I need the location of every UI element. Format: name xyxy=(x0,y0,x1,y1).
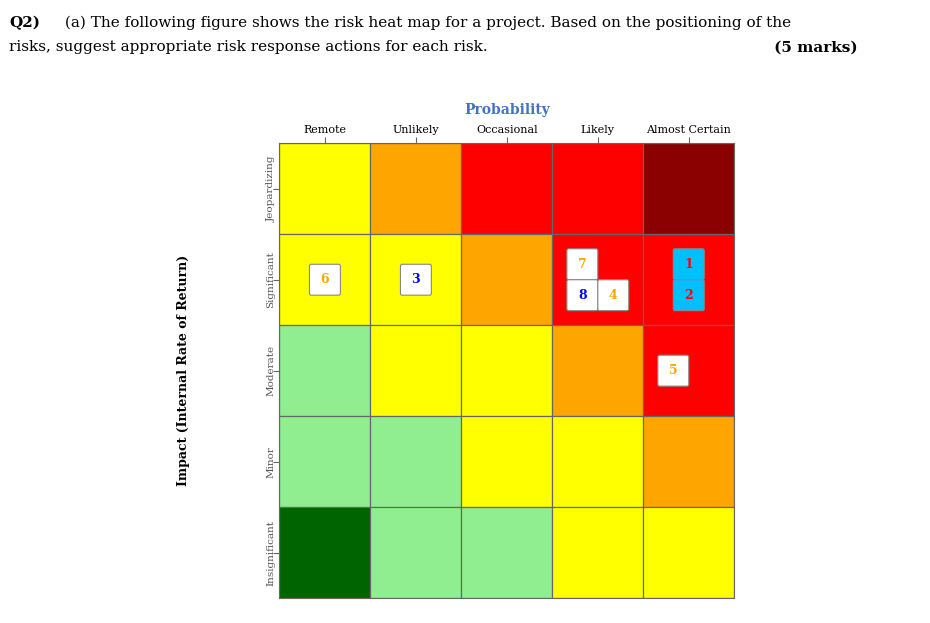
Bar xyxy=(370,234,461,325)
Text: 2: 2 xyxy=(684,288,693,302)
Text: (a) The following figure shows the risk heat map for a project. Based on the pos: (a) The following figure shows the risk … xyxy=(60,16,791,30)
Bar xyxy=(279,143,370,234)
Bar xyxy=(552,325,644,416)
Y-axis label: Impact (Internal Rate of Return): Impact (Internal Rate of Return) xyxy=(178,255,191,487)
Text: 4: 4 xyxy=(609,288,618,302)
X-axis label: Probability: Probability xyxy=(464,103,550,117)
FancyBboxPatch shape xyxy=(673,249,704,280)
Bar xyxy=(279,234,370,325)
FancyBboxPatch shape xyxy=(598,280,629,311)
Bar xyxy=(461,143,552,234)
Bar xyxy=(461,507,552,598)
Text: 1: 1 xyxy=(684,258,693,271)
Bar xyxy=(644,325,735,416)
Text: 5: 5 xyxy=(669,364,678,377)
FancyBboxPatch shape xyxy=(310,264,340,295)
Bar xyxy=(461,416,552,507)
FancyBboxPatch shape xyxy=(673,280,704,311)
Bar xyxy=(644,234,735,325)
Text: 6: 6 xyxy=(321,273,329,286)
FancyBboxPatch shape xyxy=(658,355,689,386)
Bar xyxy=(552,416,644,507)
FancyBboxPatch shape xyxy=(567,249,598,280)
Bar xyxy=(370,416,461,507)
Bar xyxy=(370,507,461,598)
Bar xyxy=(370,325,461,416)
Bar xyxy=(644,416,735,507)
Bar xyxy=(552,507,644,598)
Bar xyxy=(461,325,552,416)
Bar xyxy=(644,507,735,598)
Bar xyxy=(279,416,370,507)
Bar xyxy=(279,507,370,598)
Bar xyxy=(461,234,552,325)
Bar xyxy=(279,325,370,416)
Text: risks, suggest appropriate risk response actions for each risk.: risks, suggest appropriate risk response… xyxy=(9,40,488,54)
Text: 3: 3 xyxy=(412,273,420,286)
Text: Q2): Q2) xyxy=(9,16,40,30)
Text: (5 marks): (5 marks) xyxy=(307,40,857,54)
Bar xyxy=(552,143,644,234)
Text: 8: 8 xyxy=(578,288,587,302)
Bar xyxy=(552,234,644,325)
Bar xyxy=(644,143,735,234)
FancyBboxPatch shape xyxy=(567,280,598,311)
Text: 7: 7 xyxy=(578,258,587,271)
Bar xyxy=(370,143,461,234)
FancyBboxPatch shape xyxy=(401,264,432,295)
